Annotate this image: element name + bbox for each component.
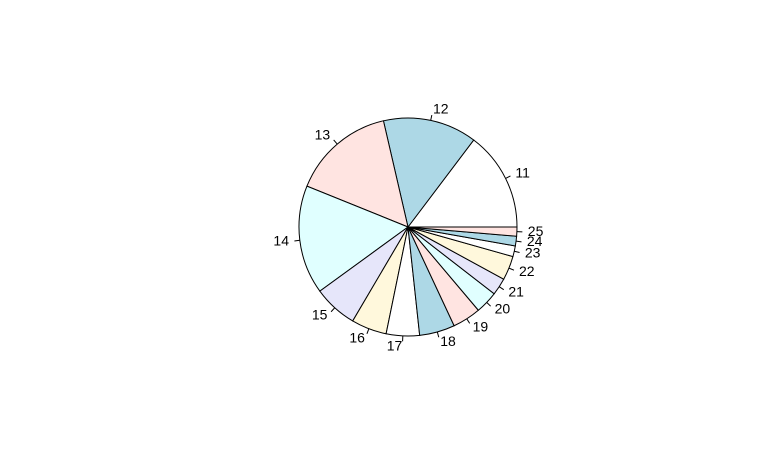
- label-tick-19: [466, 318, 471, 324]
- slice-label-21: 21: [508, 283, 524, 299]
- label-tick-24: [516, 240, 522, 243]
- label-tick-12: [430, 114, 433, 121]
- label-tick-13: [333, 139, 338, 145]
- label-tick-15: [330, 307, 336, 313]
- slice-label-16: 16: [349, 330, 365, 346]
- slice-label-12: 12: [433, 100, 449, 116]
- label-tick-14: [294, 239, 300, 242]
- slice-label-25: 25: [528, 223, 544, 239]
- slice-label-14: 14: [273, 232, 289, 248]
- label-tick-22: [508, 267, 515, 271]
- slice-label-13: 13: [315, 127, 331, 143]
- slice-label-23: 23: [525, 244, 541, 260]
- slice-label-18: 18: [440, 333, 456, 349]
- label-tick-11: [505, 175, 511, 179]
- label-tick-18: [436, 331, 440, 338]
- slice-label-20: 20: [495, 301, 511, 317]
- slice-label-17: 17: [387, 337, 403, 353]
- pie-slice-12: [382, 117, 475, 229]
- pie-slice-13: [306, 120, 409, 228]
- label-tick-23: [514, 250, 520, 253]
- label-tick-21: [498, 286, 505, 291]
- label-tick-16: [366, 328, 370, 335]
- pie-slice-14: [298, 185, 410, 292]
- slice-label-24: 24: [527, 233, 543, 249]
- label-tick-20: [486, 302, 491, 307]
- slice-label-15: 15: [312, 307, 328, 323]
- slice-label-11: 11: [515, 164, 530, 180]
- slice-label-19: 19: [473, 319, 489, 335]
- pie-slices: [298, 117, 518, 337]
- pie-slice-25: [407, 226, 518, 237]
- slice-label-22: 22: [519, 263, 535, 279]
